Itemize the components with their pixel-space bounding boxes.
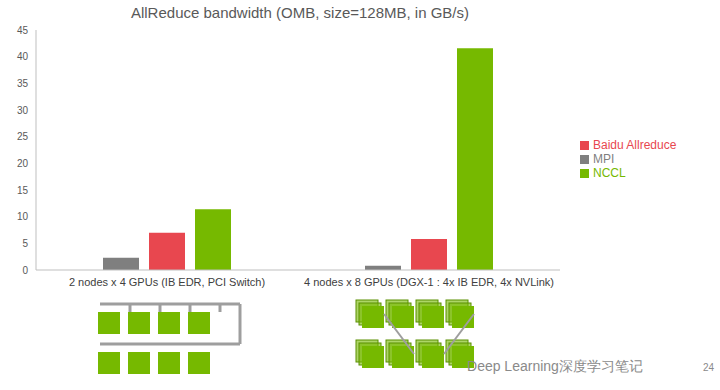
html-text:Baidu Allreduce: Baidu Allreduce — [593, 138, 677, 152]
svg-text:25: 25 — [17, 131, 29, 142]
html-text:NCCL: NCCL — [593, 166, 626, 180]
svg-text:30: 30 — [17, 105, 29, 116]
svg-text:45: 45 — [17, 25, 29, 36]
svg-text:35: 35 — [17, 78, 29, 89]
html-text:MPI: MPI — [593, 152, 615, 166]
svg-text:15: 15 — [17, 185, 29, 196]
html-text:AllReduce bandwidth (OMB, size: AllReduce bandwidth (OMB, size=128MB, in… — [131, 4, 469, 21]
svg-text:0: 0 — [22, 265, 28, 276]
svg-text:2 nodes x 4 GPUs (IB EDR, PCI: 2 nodes x 4 GPUs (IB EDR, PCI Switch) — [69, 276, 265, 288]
html-text:24: 24 — [702, 361, 714, 373]
svg-text:10: 10 — [17, 211, 29, 222]
svg-text:5: 5 — [22, 238, 28, 249]
svg-text:40: 40 — [17, 51, 29, 62]
svg-text:20: 20 — [17, 158, 29, 169]
svg-text:4 nodes x 8 GPUs (DGX-1 : 4x I: 4 nodes x 8 GPUs (DGX-1 : 4x IB EDR, 4x … — [304, 276, 554, 288]
html-text:Deep Learning深度学习笔记: Deep Learning深度学习笔记 — [467, 358, 643, 374]
